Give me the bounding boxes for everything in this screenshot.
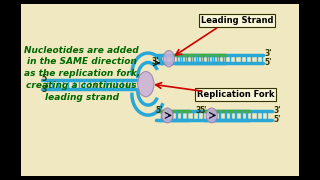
Text: 3': 3'	[196, 106, 203, 115]
Text: 5': 5'	[200, 106, 207, 115]
Text: 5': 5'	[42, 74, 49, 83]
Text: 3': 3'	[152, 57, 159, 66]
Text: 5': 5'	[274, 115, 281, 124]
Ellipse shape	[162, 108, 173, 123]
Text: Replication Fork: Replication Fork	[196, 90, 274, 99]
Text: 5': 5'	[265, 58, 272, 67]
Text: 5': 5'	[156, 106, 163, 115]
FancyBboxPatch shape	[21, 4, 299, 176]
Ellipse shape	[206, 108, 217, 123]
Ellipse shape	[163, 51, 174, 67]
Ellipse shape	[138, 71, 154, 97]
Text: 3': 3'	[42, 85, 50, 94]
Text: 3': 3'	[265, 50, 273, 59]
Text: Leading Strand: Leading Strand	[201, 16, 273, 25]
Text: 3': 3'	[274, 106, 281, 115]
Text: Nucleotides are added
in the SAME direction
as the replication fork,
creating a : Nucleotides are added in the SAME direct…	[24, 46, 140, 102]
